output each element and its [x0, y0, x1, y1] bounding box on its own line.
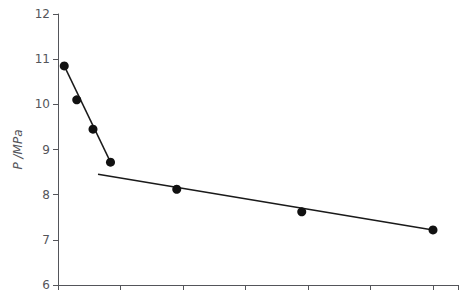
svg-text:12: 12 [35, 7, 50, 21]
svg-text:9: 9 [42, 143, 50, 157]
svg-text:P /MPa: P /MPa [11, 129, 25, 169]
svg-text:7: 7 [42, 233, 50, 247]
svg-text:11: 11 [35, 52, 50, 66]
svg-text:8: 8 [42, 188, 50, 202]
svg-text:10: 10 [35, 97, 50, 111]
svg-text:6: 6 [42, 278, 50, 292]
